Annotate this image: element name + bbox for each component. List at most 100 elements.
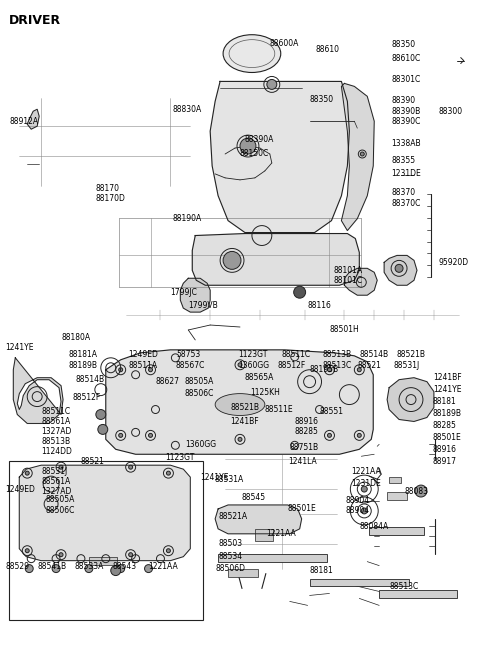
- Text: 1799JC: 1799JC: [170, 288, 197, 297]
- Text: 88529: 88529: [5, 562, 29, 571]
- Text: 88506D: 88506D: [215, 564, 245, 573]
- Circle shape: [129, 465, 132, 469]
- Text: 1231DE: 1231DE: [351, 479, 381, 487]
- Text: 88610C: 88610C: [391, 54, 420, 63]
- Text: 1327AD: 1327AD: [41, 487, 72, 496]
- Bar: [379, 590, 457, 599]
- Text: 1249ED: 1249ED: [129, 350, 158, 360]
- Circle shape: [52, 565, 60, 572]
- Text: 88531J: 88531J: [393, 362, 420, 370]
- Text: 1221AA: 1221AA: [148, 562, 178, 571]
- Text: 88521: 88521: [357, 362, 381, 370]
- Text: 88506C: 88506C: [184, 389, 214, 398]
- Text: 88567C: 88567C: [175, 362, 205, 370]
- Text: 88545: 88545: [242, 493, 266, 502]
- Ellipse shape: [223, 35, 281, 73]
- Polygon shape: [341, 83, 374, 231]
- Polygon shape: [344, 269, 377, 295]
- Text: 88511A: 88511A: [129, 362, 158, 370]
- Text: 88533A: 88533A: [75, 562, 104, 571]
- Ellipse shape: [215, 394, 265, 415]
- Text: 88170: 88170: [96, 184, 120, 193]
- Circle shape: [59, 553, 63, 557]
- Circle shape: [148, 367, 153, 372]
- Polygon shape: [192, 234, 360, 285]
- Text: 88503: 88503: [218, 539, 242, 548]
- Bar: [255, 529, 273, 541]
- Bar: [310, 578, 409, 586]
- Text: 88350: 88350: [310, 95, 334, 104]
- Text: 88170D: 88170D: [96, 195, 126, 203]
- Text: 1799VB: 1799VB: [188, 301, 218, 310]
- Text: 1124DD: 1124DD: [41, 447, 72, 456]
- Circle shape: [238, 363, 242, 367]
- Text: 88180A: 88180A: [61, 333, 90, 343]
- Text: 1241YE: 1241YE: [200, 473, 229, 481]
- Text: 88600A: 88600A: [270, 39, 299, 48]
- Text: 88390C: 88390C: [391, 117, 420, 126]
- Bar: [389, 477, 401, 483]
- Circle shape: [395, 265, 403, 272]
- Text: 88521B: 88521B: [396, 350, 425, 360]
- Text: 88610: 88610: [315, 45, 339, 54]
- Circle shape: [361, 508, 367, 514]
- Circle shape: [129, 553, 132, 557]
- Text: 88512F: 88512F: [73, 393, 101, 402]
- Circle shape: [59, 465, 63, 469]
- Text: 88912A: 88912A: [9, 117, 38, 126]
- Polygon shape: [13, 358, 63, 423]
- Text: 88751B: 88751B: [290, 443, 319, 452]
- Circle shape: [144, 565, 153, 572]
- Text: 88514B: 88514B: [360, 350, 388, 360]
- Circle shape: [167, 471, 170, 475]
- Text: 88543: 88543: [113, 562, 137, 571]
- Text: 88561A: 88561A: [41, 477, 71, 485]
- Text: 88565A: 88565A: [245, 373, 275, 383]
- Text: 1360GG: 1360GG: [185, 440, 216, 449]
- Text: 88511E: 88511E: [265, 405, 293, 414]
- Circle shape: [361, 486, 367, 492]
- Text: 88506C: 88506C: [45, 506, 74, 515]
- Bar: [218, 553, 327, 561]
- Text: 88285: 88285: [433, 421, 457, 430]
- Text: 88501E: 88501E: [288, 504, 316, 514]
- Text: 88390: 88390: [391, 96, 415, 105]
- Text: 88116: 88116: [308, 301, 332, 310]
- Text: 88534: 88534: [218, 552, 242, 561]
- Text: 88189B: 88189B: [433, 409, 462, 418]
- Text: 88101C: 88101C: [334, 276, 362, 285]
- Text: 88370: 88370: [391, 188, 415, 197]
- Text: 88505A: 88505A: [45, 495, 74, 504]
- Text: 88904: 88904: [346, 506, 370, 515]
- Circle shape: [119, 434, 123, 438]
- Text: 1360GG: 1360GG: [238, 362, 269, 370]
- Text: 88189B: 88189B: [69, 362, 98, 370]
- Circle shape: [111, 566, 120, 576]
- Text: 88830A: 88830A: [172, 105, 202, 114]
- Text: 1123GT: 1123GT: [166, 453, 195, 462]
- Text: 88531A: 88531A: [214, 475, 243, 483]
- Text: 88521B: 88521B: [230, 403, 259, 412]
- Text: 88514B: 88514B: [76, 375, 105, 384]
- Polygon shape: [180, 278, 210, 312]
- Text: 1241LA: 1241LA: [288, 457, 316, 466]
- Text: 88551: 88551: [320, 407, 344, 416]
- Text: 88190A: 88190A: [172, 214, 202, 223]
- Circle shape: [223, 252, 241, 269]
- Text: 1125KH: 1125KH: [250, 388, 280, 397]
- Polygon shape: [215, 505, 301, 534]
- Circle shape: [85, 565, 93, 572]
- Text: 88150C: 88150C: [240, 149, 269, 157]
- Text: 1221AA: 1221AA: [266, 529, 296, 538]
- Polygon shape: [387, 378, 434, 421]
- Text: 1241BF: 1241BF: [433, 373, 461, 383]
- Text: 88916: 88916: [295, 417, 319, 426]
- Text: 88521: 88521: [81, 457, 105, 466]
- Text: 88083: 88083: [404, 487, 428, 496]
- Text: 1221AA: 1221AA: [351, 466, 381, 476]
- Text: 88512F: 88512F: [278, 362, 306, 370]
- Text: 88084A: 88084A: [360, 522, 388, 531]
- Circle shape: [267, 79, 277, 89]
- Circle shape: [119, 367, 123, 372]
- Text: 88101A: 88101A: [334, 266, 362, 275]
